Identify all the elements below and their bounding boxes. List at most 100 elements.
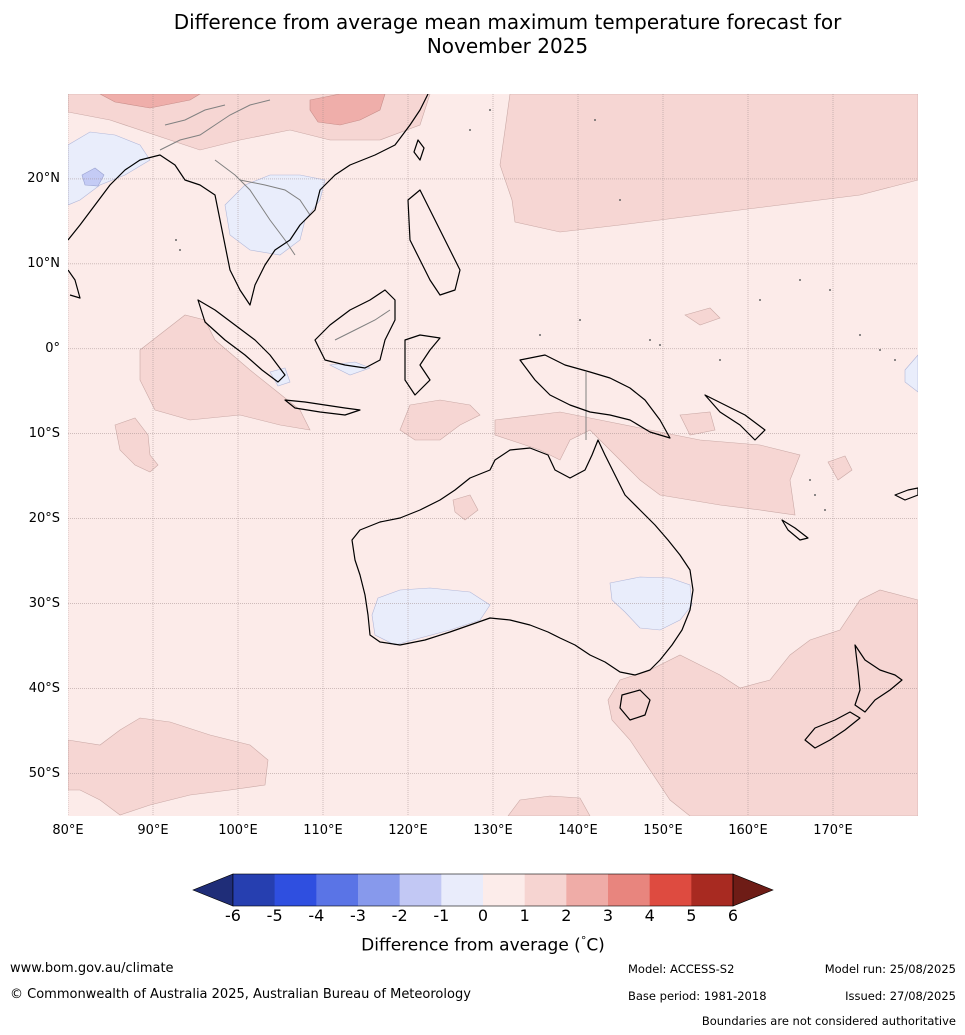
coastline-borneo — [314, 289, 396, 369]
warm-region-west-indian — [114, 417, 159, 473]
map-title: Difference from average mean maximum tem… — [0, 10, 965, 58]
cool-anomaly-regions — [68, 131, 918, 646]
colorbar-tick-label: -4 — [308, 906, 325, 925]
border-asia-2 — [214, 159, 296, 256]
cool-region-bay-of-bengal — [81, 167, 105, 187]
cool-region-western-australia — [371, 587, 491, 646]
warm-region-arafura — [494, 411, 801, 516]
small-islands — [175, 109, 896, 511]
coastline-philippines — [407, 189, 461, 296]
colorbar-cell — [483, 874, 525, 906]
cool-region-sumatra — [269, 367, 291, 387]
coastline-australia — [351, 439, 694, 676]
colorbar-tick-label: 4 — [644, 906, 655, 925]
coastline-sumatra — [197, 299, 286, 383]
coastline-new-guinea — [519, 354, 671, 439]
cool-region-indochina — [224, 174, 326, 256]
warm-region-north-pacific — [499, 94, 918, 233]
warm-region-south-indian — [68, 717, 269, 816]
warm-region-coral — [679, 411, 716, 436]
colorbar-label-prefix: Difference from average ( — [361, 935, 581, 956]
coastline-java — [284, 399, 361, 416]
colorbar-tick-label: 6 — [727, 906, 739, 925]
coastline-fiji — [894, 487, 918, 501]
latitude-tick-label: 50°S — [28, 765, 60, 781]
warm-anomaly-regions — [68, 94, 918, 816]
border-asia-1 — [159, 99, 271, 151]
colorbar-cell — [399, 874, 442, 906]
colorbar-label-unit: C) — [586, 935, 605, 956]
colorbar-cell — [358, 874, 400, 906]
website-link[interactable]: www.bom.gov.au/climate — [10, 961, 174, 976]
coastline-taiwan — [413, 139, 425, 161]
longitude-tick-label: 150°E — [643, 823, 683, 838]
longitude-tick-label: 130°E — [473, 823, 513, 838]
colorbar-tick-label: 3 — [602, 906, 614, 925]
strong-warm-region-china — [309, 94, 386, 126]
coastline-sulawesi — [404, 334, 441, 396]
copyright-text: © Commonwealth of Australia 2025, Austra… — [10, 987, 471, 1002]
warm-region-maritime — [399, 399, 481, 441]
coastline-new-zealand-north — [854, 644, 903, 713]
gridlines — [68, 94, 918, 816]
latitude-tick-label: 30°S — [28, 595, 60, 611]
latitude-tick-label: 40°S — [28, 680, 60, 696]
boundaries-disclaimer: Boundaries are not considered authoritat… — [701, 1014, 956, 1028]
longitude-tick-label: 100°E — [218, 823, 258, 838]
colorbar-tick-label: 5 — [686, 906, 697, 925]
issued-date: Issued: 27/08/2025 — [845, 989, 956, 1003]
colorbar-tick-label: -6 — [225, 906, 241, 925]
strong-warm-region-north — [99, 94, 201, 109]
colorbar-tick-label: 1 — [519, 906, 530, 925]
colorbar-cell — [608, 874, 650, 906]
latitude-tick-label: 0° — [45, 340, 60, 356]
colorbar-cell — [691, 874, 734, 906]
longitude-tick-label: 110°E — [303, 823, 343, 838]
colorbar-cell — [233, 874, 275, 906]
latitude-tick-label: 20°N — [27, 170, 60, 186]
coastlines — [68, 94, 918, 749]
warm-region-small-3 — [452, 494, 479, 521]
longitude-tick-label: 170°E — [813, 823, 853, 838]
colorbar-tick-label: 0 — [477, 906, 489, 925]
colorbar-extend-low — [192, 873, 234, 907]
model-run-date: Model run: 25/08/2025 — [824, 962, 956, 976]
warm-region-small-2 — [827, 455, 853, 481]
stronger-cool-regions — [81, 167, 105, 187]
map-title-line1: Difference from average mean maximum tem… — [173, 10, 842, 34]
colorbar-cell — [524, 874, 567, 906]
border-asia-4 — [164, 104, 226, 126]
warm-region-small-1 — [684, 307, 721, 326]
coastline-new-zealand-south — [804, 711, 861, 749]
coastline-tasmania — [619, 689, 651, 721]
strong-warm-regions — [99, 94, 386, 126]
colorbar-tick-label: -5 — [266, 906, 283, 925]
warm-region-southern — [507, 795, 591, 816]
longitude-tick-label: 120°E — [388, 823, 428, 838]
colorbar-cell — [316, 874, 359, 906]
country-borders — [159, 99, 587, 440]
degree-symbol: ° — [580, 934, 587, 947]
colorbar-cell — [649, 874, 692, 906]
coastline-asia — [68, 94, 429, 306]
longitude-tick-label: 160°E — [728, 823, 768, 838]
cool-region-java-sea — [328, 361, 371, 376]
longitude-tick-label: 140°E — [558, 823, 598, 838]
coastline-india-west — [68, 269, 81, 299]
coastline-solomon — [704, 394, 766, 441]
longitude-tick-label: 80°E — [52, 823, 84, 838]
border-asia-3 — [239, 179, 311, 216]
colorbar-cells — [192, 873, 774, 907]
base-period: Base period: 1981-2018 — [628, 989, 767, 1003]
warm-region-tasman — [607, 589, 918, 816]
latitude-tick-label: 10°N — [27, 255, 60, 271]
colorbar-tick-label: 2 — [561, 906, 572, 925]
colorbar-extend-high — [732, 873, 774, 907]
cool-region-india — [68, 131, 151, 206]
colorbar-label: Difference from average (°C) — [0, 934, 965, 956]
coastline-new-caledonia — [781, 519, 809, 541]
cool-region-eastern-australia — [609, 576, 693, 631]
longitude-tick-label: 90°E — [137, 823, 169, 838]
colorbar-tick-label: -2 — [391, 906, 408, 925]
latitude-tick-label: 20°S — [28, 510, 60, 526]
